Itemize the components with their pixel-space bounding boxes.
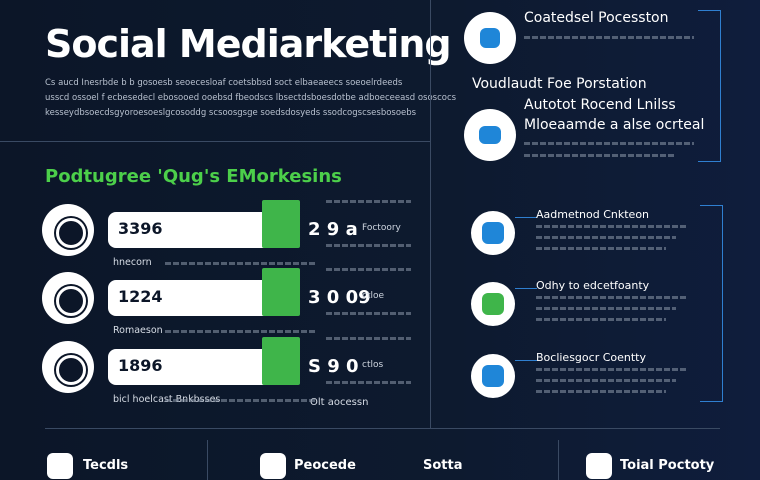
connector [515, 288, 537, 289]
row-icon-inner [56, 218, 86, 248]
paragraph-line: kesseydbsoecdsgyoroesoeslgcosoddg scsoos… [45, 108, 417, 118]
text-line [536, 379, 676, 382]
connector [515, 360, 537, 361]
text-line [536, 307, 676, 310]
divider [430, 0, 431, 428]
footer-label: Peocede [294, 458, 356, 473]
item-title: Aadmetnod Cnkteon [536, 208, 650, 221]
text-line [524, 36, 694, 39]
heading: Mloeaamde a alse ocrteal [524, 117, 705, 133]
text-line [326, 381, 411, 384]
heading: Autotot Rocend Lnilss [524, 97, 676, 113]
row-stat: 2 9 a [308, 219, 358, 240]
footnote: Olt aocessn [310, 397, 369, 408]
row-stat: 3 0 09 [308, 287, 371, 308]
row-note: ctloe [362, 291, 385, 301]
text-line [536, 390, 666, 393]
bar-tab [262, 337, 300, 385]
footer-icon [260, 453, 286, 479]
item-title: Bocliesgocr Coentty [536, 351, 646, 364]
text-line [536, 368, 686, 371]
item-icon-inner [482, 365, 504, 387]
title: Social Mediarketing [45, 22, 452, 66]
text-line [326, 268, 411, 271]
text-line [536, 236, 676, 239]
row-note: Foctoory [362, 223, 401, 233]
row-icon-inner [56, 286, 86, 316]
row-value: 1224 [118, 287, 163, 306]
text-line [536, 296, 686, 299]
footer-icon [586, 453, 612, 479]
paragraph-line: usscd ossoel f ecbesedecl ebosooed ooebs… [45, 93, 457, 103]
row-value: 3396 [118, 219, 163, 238]
text-line [524, 142, 694, 145]
text-line [165, 262, 315, 265]
section-title: Podtugree 'Qug's EMorkesins [45, 166, 342, 187]
row-stat: S 9 0 [308, 356, 359, 377]
text-line [326, 312, 411, 315]
text-line [326, 337, 411, 340]
text-line [326, 244, 411, 247]
bar-tab [262, 268, 300, 316]
heading: Voudlaudt Foe Porstation [472, 76, 647, 92]
divider [558, 440, 559, 480]
bracket [700, 205, 723, 402]
divider [45, 428, 720, 429]
icon [464, 12, 516, 64]
item-icon-inner [482, 222, 504, 244]
text-line [165, 330, 315, 333]
bracket [698, 10, 721, 162]
item-title: Odhy to edcetfoanty [536, 279, 650, 292]
footer-icon [47, 453, 73, 479]
bar-tab [262, 200, 300, 248]
row-icon-inner [56, 355, 86, 385]
divider [207, 440, 208, 480]
text-line [536, 318, 666, 321]
row-label: hnecorn [113, 257, 152, 268]
footer-label: Sotta [423, 458, 463, 473]
row-note: ctlos [362, 360, 384, 370]
row-value: 1896 [118, 356, 163, 375]
text-line [326, 200, 411, 203]
connector [515, 217, 537, 218]
heading: Coatedsel Pocesston [524, 10, 669, 26]
footer-label: Toial Poctoty [620, 458, 715, 473]
footer-label: Tecdls [83, 458, 129, 473]
text-line [536, 225, 686, 228]
divider [0, 141, 430, 142]
text-line [165, 399, 315, 402]
item-icon-inner [482, 293, 504, 315]
text-line [536, 247, 666, 250]
paragraph-line: Cs aucd Inesrbde b b gosoesb seoecesloaf… [45, 78, 403, 88]
row-label: Romaeson [113, 325, 163, 336]
text-line [524, 154, 674, 157]
icon [464, 109, 516, 161]
